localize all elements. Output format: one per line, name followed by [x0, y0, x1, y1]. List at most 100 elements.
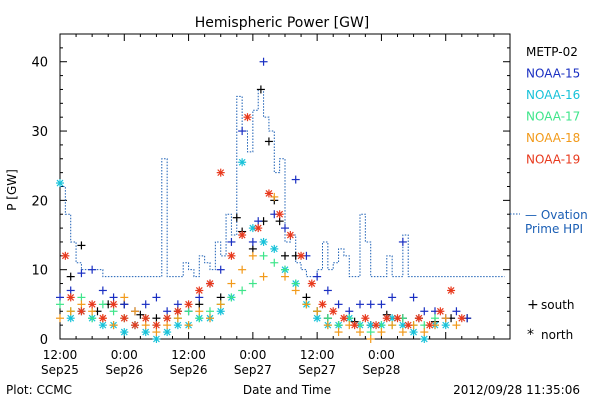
data-point	[88, 300, 97, 309]
x-tick-label-time: 0:00	[111, 348, 138, 362]
data-point	[356, 328, 364, 337]
data-point	[184, 307, 193, 316]
data-point	[281, 224, 289, 233]
data-point	[270, 258, 279, 267]
y-tick-label: 0	[40, 333, 48, 348]
data-point	[409, 328, 418, 337]
star-d2	[404, 321, 412, 329]
data-point	[270, 192, 279, 201]
marker-legend-label: south	[541, 298, 575, 312]
data-point	[398, 328, 407, 337]
x-tick-label-date: Sep25	[41, 363, 79, 377]
data-point	[88, 265, 97, 274]
data-point	[216, 293, 225, 302]
data-point	[227, 293, 236, 302]
data-point	[259, 251, 268, 260]
ovation-hpi-path	[60, 88, 505, 278]
data-point	[163, 307, 172, 316]
data-point	[259, 272, 268, 281]
data-point	[420, 307, 429, 316]
star-d2	[217, 169, 225, 177]
data-point	[109, 321, 118, 330]
x-tick-label-time: 12:00	[43, 348, 78, 362]
marker-legend: + south * north	[527, 297, 575, 343]
star-d2	[56, 179, 64, 187]
star-d2	[206, 280, 214, 287]
data-point	[313, 314, 322, 323]
data-point	[323, 314, 332, 323]
data-point	[377, 300, 386, 309]
data-point	[313, 272, 322, 281]
data-point	[281, 272, 289, 281]
data-point	[414, 314, 423, 323]
data-point	[232, 213, 241, 222]
data-point	[323, 321, 332, 330]
star-d2	[276, 210, 284, 218]
star-d2	[88, 300, 96, 308]
data-point	[366, 328, 375, 337]
data-point	[281, 251, 289, 260]
star-d2	[185, 300, 192, 308]
data-point	[248, 279, 257, 288]
data-point	[452, 307, 461, 316]
data-point	[216, 307, 225, 316]
data-point	[254, 224, 263, 233]
star-d2	[447, 287, 455, 294]
data-point	[227, 279, 236, 288]
star-d2	[361, 314, 369, 322]
marker-legend-symbol: *	[527, 327, 534, 343]
data-point	[152, 328, 161, 337]
data-point	[436, 307, 445, 316]
star-d2	[388, 314, 396, 322]
star-d2	[78, 307, 85, 315]
star-d2	[394, 314, 401, 322]
data-point	[152, 314, 161, 323]
data-point	[323, 286, 332, 295]
x-tick-label-time: 0:00	[368, 348, 395, 362]
star-d2	[410, 328, 417, 336]
data-point	[243, 113, 252, 122]
star-d2	[399, 321, 407, 329]
data-point	[388, 321, 397, 330]
data-point	[163, 328, 172, 337]
star-d2	[195, 287, 203, 294]
star-d2	[238, 231, 246, 239]
data-point	[88, 314, 97, 323]
data-point	[163, 314, 172, 323]
data-point	[264, 189, 273, 198]
star-d2	[244, 113, 251, 121]
data-point	[141, 321, 150, 330]
star-d2	[120, 314, 128, 322]
data-point	[173, 314, 182, 323]
star-d2	[340, 314, 348, 322]
star-d2	[420, 335, 428, 343]
data-point	[420, 335, 429, 343]
data-point	[141, 328, 150, 337]
data-point	[56, 300, 64, 309]
star-d2	[67, 293, 75, 301]
data-point	[409, 293, 418, 302]
data-point	[452, 321, 461, 330]
data-point	[61, 251, 70, 260]
data-point	[195, 286, 204, 295]
legend: METP-02 NOAA-15 NOAA-16 NOAA-17 NOAA-18 NOAA-…	[510, 45, 588, 236]
data-point	[329, 307, 338, 316]
y-axis: 0 10 20 30 40	[31, 33, 510, 348]
ovation-legend-line2: Prime HPI	[525, 222, 583, 236]
data-point	[313, 307, 322, 316]
data-point	[334, 321, 343, 330]
data-point	[109, 307, 118, 316]
data-point	[152, 335, 161, 343]
data-point	[254, 217, 263, 226]
data-point	[345, 307, 354, 316]
data-point	[152, 293, 161, 302]
data-point	[66, 286, 75, 295]
legend-entry: NOAA-19	[526, 153, 580, 167]
data-point	[88, 307, 97, 316]
data-point	[334, 328, 343, 337]
data-point	[270, 244, 279, 253]
data-point	[120, 314, 129, 323]
data-point	[318, 300, 327, 309]
star-d2	[260, 238, 267, 246]
y-tick-label: 40	[31, 56, 48, 71]
